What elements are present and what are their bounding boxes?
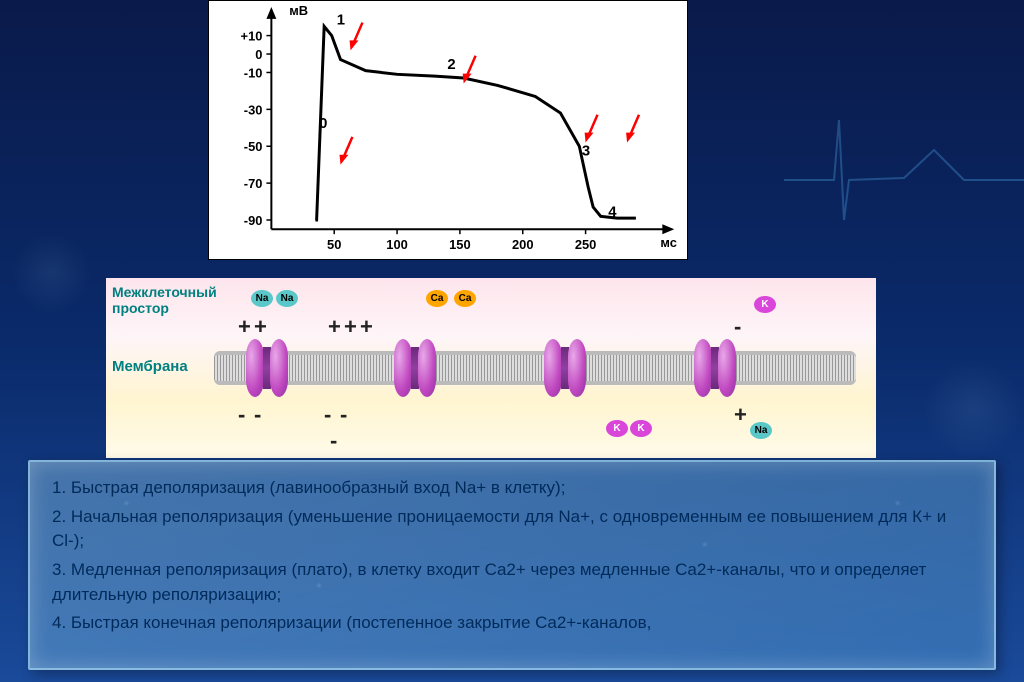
ion-channel bbox=[394, 339, 436, 397]
y-tick-label: -50 bbox=[244, 139, 263, 154]
y-tick-label: -10 bbox=[244, 65, 263, 80]
phase-4-text: 4. Быстрая конечная реполяризации (посте… bbox=[52, 611, 972, 636]
ion-channel bbox=[246, 339, 288, 397]
charge-symbol: + bbox=[734, 402, 747, 428]
k-ion: K bbox=[606, 420, 628, 437]
x-tick-label: 250 bbox=[575, 237, 597, 252]
na-ion: Na bbox=[251, 290, 273, 307]
y-tick-label: -90 bbox=[244, 213, 263, 228]
phase-label-3: 3 bbox=[582, 143, 590, 159]
membrane-label: Мембрана bbox=[112, 358, 188, 375]
x-tick-label: 100 bbox=[386, 237, 408, 252]
ion-channel bbox=[544, 339, 586, 397]
extracellular-label: Межклеточный простор bbox=[112, 284, 217, 316]
text-panel: 1. Быстрая деполяризация (лавинообразный… bbox=[28, 460, 996, 670]
ecg-background-trace bbox=[784, 60, 1024, 260]
ion-channel bbox=[694, 339, 736, 397]
y-tick-label: +10 bbox=[241, 29, 263, 44]
charge-symbol: - bbox=[330, 428, 337, 454]
k-ion: K bbox=[630, 420, 652, 437]
lipid-bilayer bbox=[214, 351, 856, 385]
ca-ion: Ca bbox=[426, 290, 448, 307]
charge-symbol: - bbox=[324, 402, 331, 428]
intracellular-space: KKNa ----+- bbox=[106, 400, 876, 458]
extracellular-label-line2: простор bbox=[112, 300, 217, 316]
charge-symbol: - bbox=[254, 402, 261, 428]
phase-label-2: 2 bbox=[447, 57, 455, 73]
phase-label-4: 4 bbox=[608, 204, 617, 220]
action-potential-chart: мВ мс +10 0 -10 -30 -50 -70 -90 50 100 150 200 250 0 1 2… bbox=[208, 0, 688, 260]
y-axis-label: мВ bbox=[289, 3, 308, 18]
x-axis-label: мс bbox=[660, 235, 677, 250]
ap-curve bbox=[315, 26, 636, 220]
ca-ion: Ca bbox=[454, 290, 476, 307]
x-tick-label: 200 bbox=[512, 237, 534, 252]
y-tick-label: 0 bbox=[255, 47, 262, 62]
phase-label-0: 0 bbox=[319, 116, 327, 132]
phase-3-text: 3. Медленная реполяризация (плато), в кл… bbox=[52, 558, 972, 607]
x-tick-label: 150 bbox=[449, 237, 471, 252]
x-tick-label: 50 bbox=[327, 237, 341, 252]
phase-label-1: 1 bbox=[337, 13, 345, 29]
phase-1-text: 1. Быстрая деполяризация (лавинообразный… bbox=[52, 476, 972, 501]
membrane-region: Мембрана bbox=[106, 336, 876, 400]
phase-2-text: 2. Начальная реполяризация (уменьшение п… bbox=[52, 505, 972, 554]
slide: мВ мс +10 0 -10 -30 -50 -70 -90 50 100 150 200 250 0 1 2… bbox=[0, 0, 1024, 682]
extracellular-space: Межклеточный простор NaNaCaCaK +++++- bbox=[106, 278, 876, 336]
na-ion: Na bbox=[750, 422, 772, 439]
na-ion: Na bbox=[276, 290, 298, 307]
chart-svg: мВ мс +10 0 -10 -30 -50 -70 -90 50 100 150 200 250 0 1 2… bbox=[209, 1, 687, 259]
charge-symbol: - bbox=[340, 402, 347, 428]
y-tick-label: -30 bbox=[244, 102, 263, 117]
membrane-diagram: Межклеточный простор NaNaCaCaK +++++- Ме… bbox=[106, 278, 876, 458]
extracellular-label-line1: Межклеточный bbox=[112, 284, 217, 300]
k-ion: K bbox=[754, 296, 776, 313]
y-tick-label: -70 bbox=[244, 176, 263, 191]
charge-symbol: - bbox=[238, 402, 245, 428]
